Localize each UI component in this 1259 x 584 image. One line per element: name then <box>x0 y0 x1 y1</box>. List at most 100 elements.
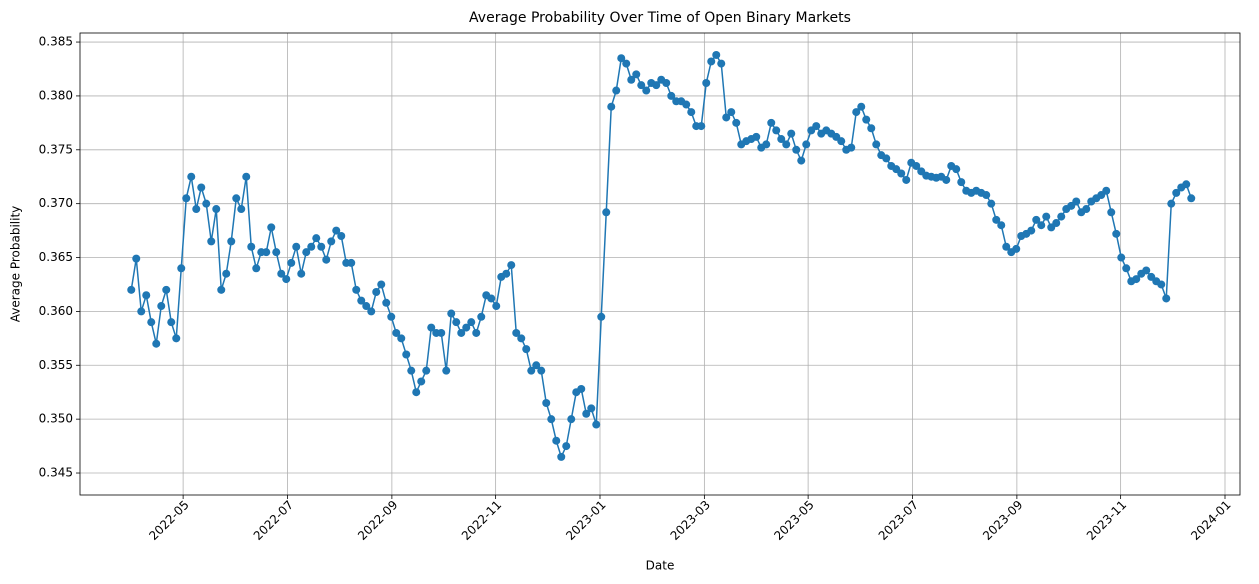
data-point <box>637 81 646 90</box>
data-point <box>252 264 261 273</box>
data-point <box>517 334 526 343</box>
data-point <box>242 172 251 181</box>
data-point <box>247 242 256 251</box>
data-point <box>457 328 466 337</box>
data-point <box>1002 242 1011 251</box>
data-point <box>552 436 561 445</box>
y-tick-label: 0.365 <box>39 250 73 264</box>
data-point <box>857 102 866 111</box>
data-point <box>707 57 716 66</box>
data-point <box>137 307 146 316</box>
data-point <box>347 258 356 267</box>
data-point <box>852 108 861 117</box>
data-point <box>1082 205 1091 214</box>
data-point <box>427 323 436 332</box>
data-point <box>622 59 631 68</box>
data-point <box>592 420 601 429</box>
data-point <box>442 366 451 375</box>
x-tick-label: 2023-11 <box>1084 498 1129 543</box>
x-tick-label: 2023-07 <box>876 498 921 543</box>
data-point <box>632 70 641 79</box>
data-point <box>167 318 176 327</box>
data-point <box>697 122 706 131</box>
data-point <box>387 312 396 321</box>
data-point <box>617 54 626 63</box>
data-point <box>802 140 811 149</box>
y-tick-label: 0.385 <box>39 35 73 49</box>
data-point <box>662 78 671 87</box>
data-point <box>1072 197 1081 206</box>
data-point <box>307 242 316 251</box>
y-tick-label: 0.370 <box>39 196 73 210</box>
data-point <box>507 261 516 270</box>
data-point <box>732 118 741 127</box>
y-tick-label: 0.380 <box>39 88 73 102</box>
data-point <box>847 143 856 152</box>
x-tick-label: 2022-05 <box>146 498 191 543</box>
y-axis-label: Average Probability <box>9 206 23 323</box>
data-point <box>1117 253 1126 262</box>
data-point <box>197 183 206 192</box>
data-point <box>952 165 961 174</box>
data-point <box>302 248 311 257</box>
data-point <box>1112 229 1121 238</box>
data-point <box>237 205 246 214</box>
data-point <box>292 242 301 251</box>
data-point <box>897 169 906 178</box>
data-point <box>317 242 326 251</box>
x-tick-label: 2023-05 <box>771 498 816 543</box>
data-point <box>1187 194 1196 203</box>
data-point <box>417 377 426 386</box>
data-point <box>422 366 431 375</box>
data-point <box>1132 275 1141 284</box>
data-point <box>872 140 881 149</box>
data-point <box>407 366 416 375</box>
data-point <box>1162 294 1171 303</box>
data-point <box>597 312 606 321</box>
data-point <box>652 81 661 90</box>
data-point <box>782 140 791 149</box>
data-point <box>1027 226 1036 235</box>
data-point <box>332 226 341 235</box>
data-point <box>627 75 636 84</box>
data-point <box>312 234 321 243</box>
data-point <box>492 302 501 311</box>
data-point <box>297 269 306 278</box>
data-point <box>397 334 406 343</box>
x-tick-label: 2023-01 <box>563 498 608 543</box>
data-point <box>667 91 676 100</box>
data-point <box>812 122 821 131</box>
data-point <box>942 175 951 184</box>
y-tick-label: 0.345 <box>39 466 73 480</box>
data-point <box>1032 215 1041 224</box>
y-tick-label: 0.375 <box>39 142 73 156</box>
data-point <box>162 285 171 294</box>
data-point <box>722 113 731 122</box>
data-point <box>982 191 991 200</box>
data-point <box>957 178 966 187</box>
data-point <box>1122 264 1131 273</box>
data-point <box>142 291 151 300</box>
data-point <box>467 318 476 327</box>
x-tick-label: 2024-01 <box>1188 498 1233 543</box>
data-point <box>437 328 446 337</box>
data-point <box>762 140 771 149</box>
data-point <box>727 108 736 117</box>
data-point <box>527 366 536 375</box>
y-tick-label: 0.355 <box>39 358 73 372</box>
data-point <box>537 366 546 375</box>
data-point <box>487 294 496 303</box>
data-point <box>207 237 216 246</box>
data-point <box>157 302 166 311</box>
data-point <box>327 237 336 246</box>
data-point <box>412 388 421 397</box>
data-point <box>797 156 806 165</box>
data-point <box>1167 199 1176 208</box>
data-point <box>1057 212 1066 221</box>
data-point <box>587 404 596 413</box>
y-tick-label: 0.360 <box>39 304 73 318</box>
data-point <box>402 350 411 359</box>
data-point <box>542 398 551 407</box>
data-point <box>222 269 231 278</box>
data-line <box>130 53 1192 459</box>
